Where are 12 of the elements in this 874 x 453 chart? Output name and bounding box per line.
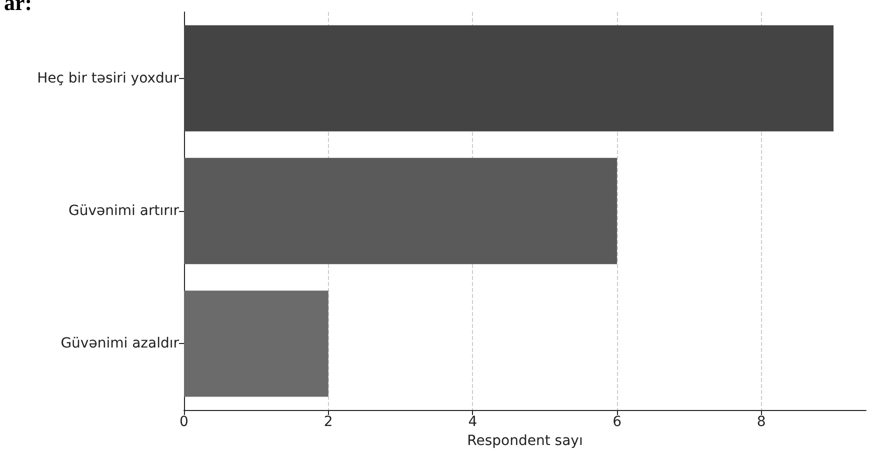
bar — [184, 25, 834, 132]
y-tick-label: Heç bir təsiri yoxdur — [37, 70, 180, 86]
y-tick-label: Güvənimi azaldır — [60, 336, 180, 352]
bar — [184, 158, 618, 264]
bar — [184, 290, 328, 397]
x-tick-label: 0 — [180, 414, 188, 430]
x-tick-label: 8 — [756, 414, 766, 430]
x-tick-label: 4 — [468, 414, 478, 430]
y-tick-label: Güvənimi artırır — [68, 203, 180, 219]
x-tick-label: 2 — [324, 414, 333, 430]
x-axis-title: Respondent sayı — [467, 432, 583, 449]
x-tick-label: 6 — [612, 414, 622, 430]
